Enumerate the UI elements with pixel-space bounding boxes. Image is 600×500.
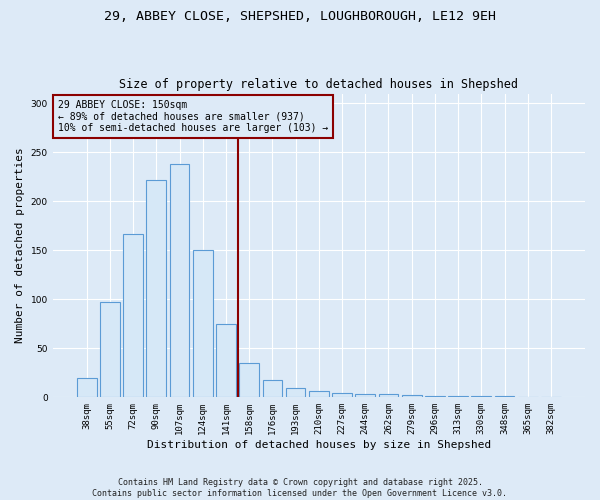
Bar [146,180,166,398]
Bar [355,394,375,398]
Bar [216,324,236,398]
Bar [263,380,282,398]
Bar [309,392,329,398]
Bar [123,234,143,398]
Bar [77,378,97,398]
Bar [448,396,468,398]
Bar [286,388,305,398]
Text: Contains HM Land Registry data © Crown copyright and database right 2025.
Contai: Contains HM Land Registry data © Crown c… [92,478,508,498]
Bar [402,396,422,398]
Bar [332,394,352,398]
Title: Size of property relative to detached houses in Shepshed: Size of property relative to detached ho… [119,78,518,91]
Bar [425,396,445,398]
Text: 29 ABBEY CLOSE: 150sqm
← 89% of detached houses are smaller (937)
10% of semi-de: 29 ABBEY CLOSE: 150sqm ← 89% of detached… [58,100,328,133]
X-axis label: Distribution of detached houses by size in Shepshed: Distribution of detached houses by size … [147,440,491,450]
Bar [170,164,190,398]
Bar [239,363,259,398]
Bar [494,396,514,398]
Bar [100,302,120,398]
Y-axis label: Number of detached properties: Number of detached properties [15,148,25,344]
Bar [193,250,212,398]
Bar [379,394,398,398]
Text: 29, ABBEY CLOSE, SHEPSHED, LOUGHBOROUGH, LE12 9EH: 29, ABBEY CLOSE, SHEPSHED, LOUGHBOROUGH,… [104,10,496,23]
Bar [472,396,491,398]
